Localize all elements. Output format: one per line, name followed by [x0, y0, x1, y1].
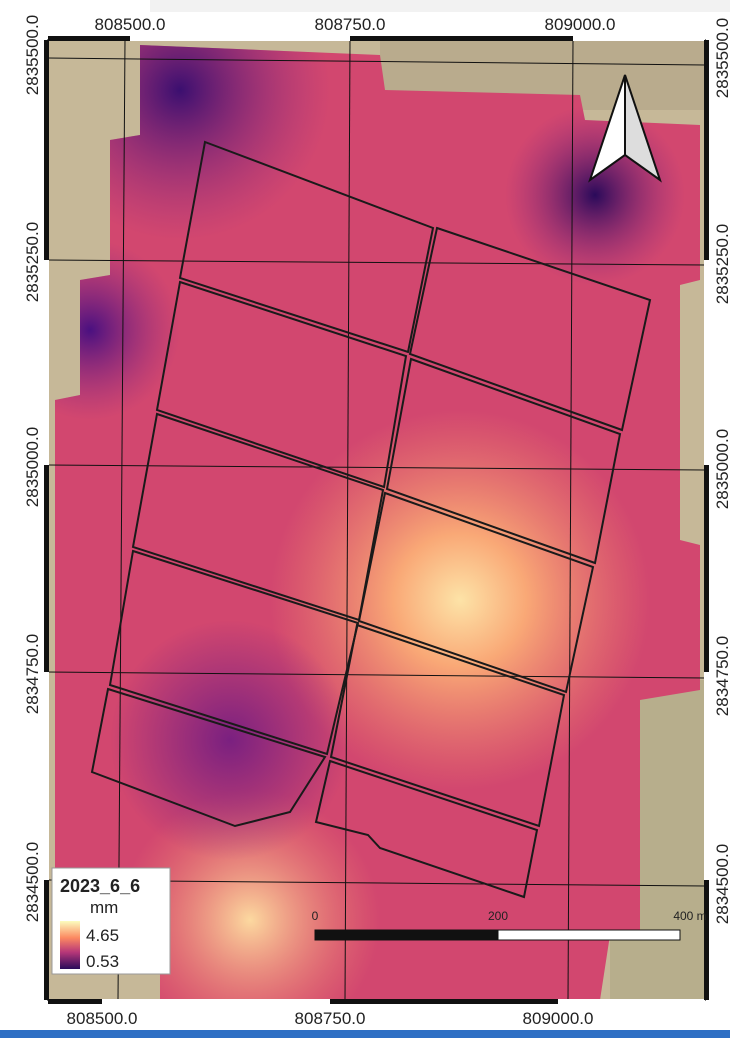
left-coordinate: 2835000.0 [23, 427, 42, 507]
legend: 2023_6_6 mm 4.65 0.53 [52, 868, 170, 974]
bottom-coordinate: 809000.0 [523, 1009, 594, 1028]
scale-label: 200 [488, 909, 508, 923]
bottom-coordinate: 808500.0 [67, 1009, 138, 1028]
scale-label: 0 [312, 909, 319, 923]
map-body [48, 40, 705, 1000]
top-coordinate: 809000.0 [545, 15, 616, 34]
scale-segment [498, 930, 680, 940]
bottom-coordinate: 808750.0 [295, 1009, 366, 1028]
right-coordinate: 2835500.0 [713, 18, 730, 98]
legend-unit: mm [90, 898, 118, 917]
map-page: 808500.0 808750.0 809000.0 808500.0 8087… [0, 0, 730, 1038]
scale-label: 400 m [673, 909, 706, 923]
legend-title: 2023_6_6 [60, 876, 140, 896]
top-coordinate: 808500.0 [95, 15, 166, 34]
left-coordinate: 2835500.0 [23, 15, 42, 95]
right-coordinate: 2834750.0 [713, 636, 730, 716]
right-coordinate: 2835000.0 [713, 429, 730, 509]
top-strip [150, 0, 730, 12]
legend-max: 4.65 [86, 926, 119, 945]
right-coordinate: 2834500.0 [713, 844, 730, 924]
left-coordinate: 2835250.0 [23, 222, 42, 302]
top-coordinate: 808750.0 [315, 15, 386, 34]
left-coordinate: 2834750.0 [23, 634, 42, 714]
left-coordinate: 2834500.0 [23, 842, 42, 922]
legend-min: 0.53 [86, 952, 119, 971]
scale-segment [315, 930, 498, 940]
legend-ramp [60, 921, 80, 969]
right-coordinate: 2835250.0 [713, 224, 730, 304]
bottom-bar [0, 1030, 730, 1038]
